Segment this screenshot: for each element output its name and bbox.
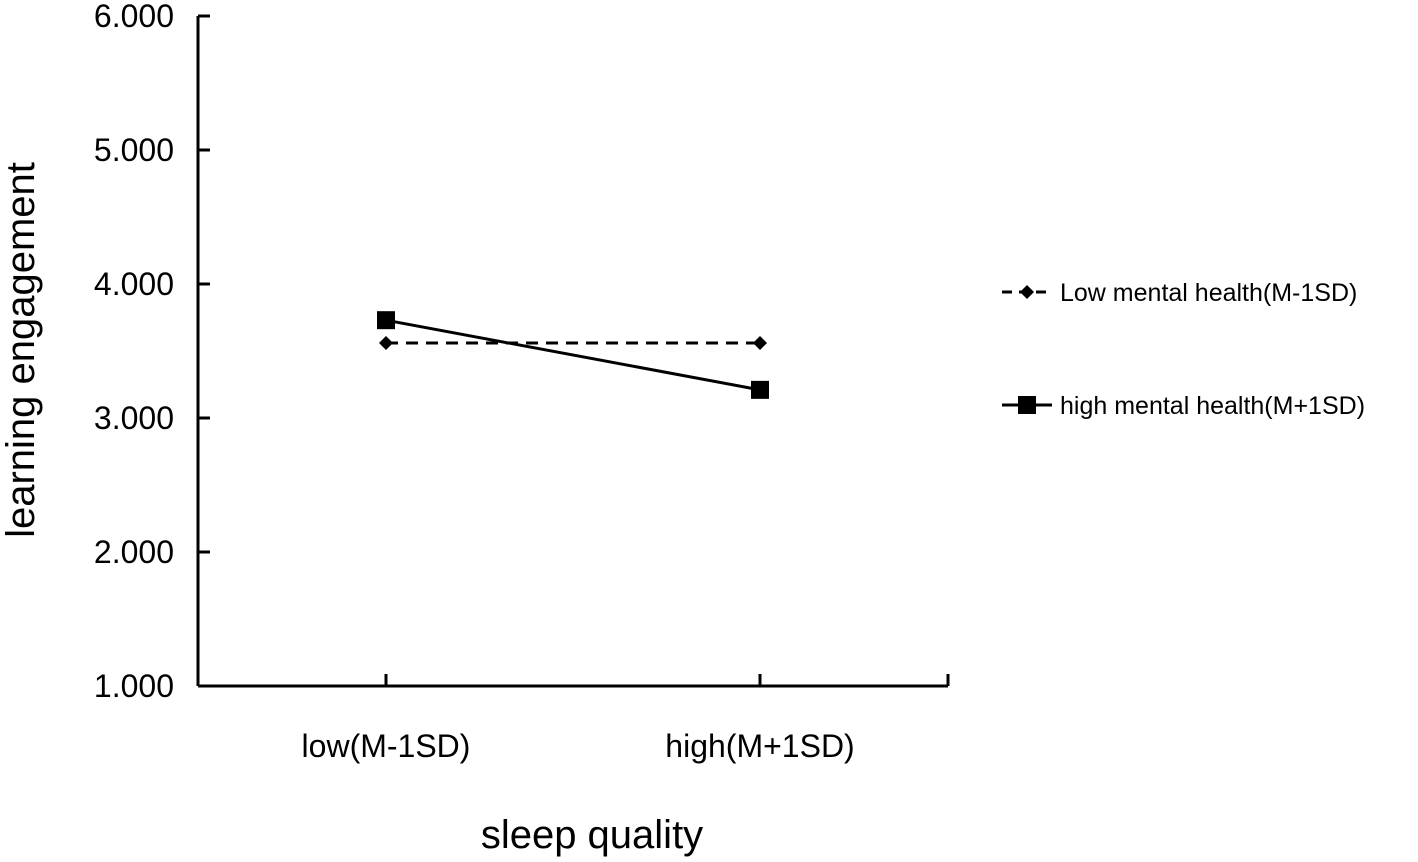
series-line-high-mental-health xyxy=(385,318,761,392)
y-tick-label: 2.000 xyxy=(94,534,174,570)
data-point-marker xyxy=(751,380,769,399)
legend: Low mental health(M-1SD) high mental heal… xyxy=(1002,279,1365,420)
x-tick-label: low(M-1SD) xyxy=(302,728,471,764)
y-axis-ticks: 1.000 2.000 3.000 4.000 5.000 6.000 xyxy=(94,0,210,704)
y-axis-title: learning engagement xyxy=(0,162,43,538)
legend-marker xyxy=(1020,285,1034,299)
legend-marker xyxy=(1018,396,1036,414)
x-axis-ticks: low(M-1SD) high(M+1SD) xyxy=(302,674,950,764)
legend-label: high mental health(M+1SD) xyxy=(1060,392,1365,420)
y-tick-label: 6.000 xyxy=(94,0,174,34)
data-point-marker xyxy=(377,311,395,330)
data-point-marker xyxy=(753,335,767,350)
y-tick-label: 4.000 xyxy=(94,266,174,302)
y-tick-label: 5.000 xyxy=(94,132,174,168)
legend-label: Low mental health(M-1SD) xyxy=(1060,279,1357,307)
series-layer xyxy=(377,311,769,399)
y-tick-label: 1.000 xyxy=(94,668,174,704)
x-tick-label: high(M+1SD) xyxy=(665,728,854,764)
x-axis-title: sleep quality xyxy=(481,813,703,857)
data-point-marker xyxy=(379,335,393,350)
y-tick-label: 3.000 xyxy=(94,400,174,436)
